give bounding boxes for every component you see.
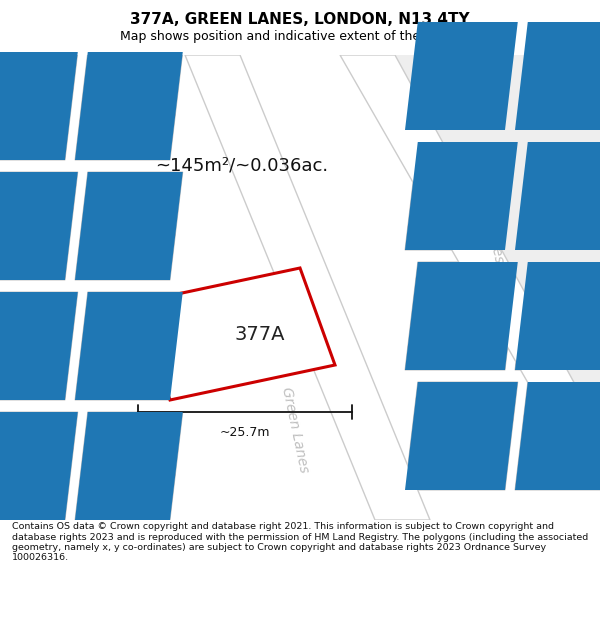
Polygon shape (0, 412, 78, 520)
Text: ~15.5m: ~15.5m (88, 325, 101, 375)
Polygon shape (0, 172, 78, 280)
Text: Contains OS data © Crown copyright and database right 2021. This information is : Contains OS data © Crown copyright and d… (12, 522, 588, 562)
Polygon shape (240, 55, 600, 430)
Polygon shape (405, 22, 518, 130)
Polygon shape (75, 292, 183, 400)
Polygon shape (75, 172, 183, 280)
Polygon shape (0, 292, 78, 400)
Polygon shape (340, 55, 600, 430)
Text: 377A, GREEN LANES, LONDON, N13 4TY: 377A, GREEN LANES, LONDON, N13 4TY (130, 12, 470, 27)
Text: ~25.7m: ~25.7m (220, 426, 270, 439)
Polygon shape (75, 52, 183, 160)
Polygon shape (185, 55, 430, 520)
Text: ~145m²/~0.036ac.: ~145m²/~0.036ac. (155, 156, 328, 174)
Polygon shape (405, 262, 518, 370)
Text: 377A: 377A (235, 324, 285, 344)
Polygon shape (0, 52, 78, 160)
Polygon shape (515, 382, 600, 490)
Text: Green Lanes: Green Lanes (474, 176, 506, 264)
Polygon shape (405, 142, 518, 250)
Polygon shape (515, 262, 600, 370)
Polygon shape (515, 142, 600, 250)
Text: Green Lanes: Green Lanes (279, 386, 311, 474)
Polygon shape (75, 412, 183, 520)
Polygon shape (405, 382, 518, 490)
Polygon shape (515, 22, 600, 130)
Polygon shape (135, 268, 335, 400)
Polygon shape (185, 55, 430, 520)
Text: Map shows position and indicative extent of the property.: Map shows position and indicative extent… (120, 30, 480, 43)
